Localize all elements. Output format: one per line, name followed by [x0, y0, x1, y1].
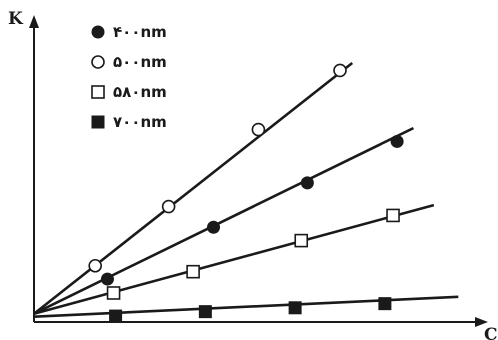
series-1-point-1: [161, 199, 176, 214]
series-0: [33, 126, 415, 315]
series-0-fit-line: [33, 126, 415, 315]
series-1-point-3: [333, 63, 347, 78]
series-0-point-3: [390, 134, 404, 148]
y-axis-arrow: [29, 15, 39, 28]
legend-item-3: ۷۰۰nm: [91, 113, 167, 131]
legend-label-0: ۴۰۰nm: [113, 23, 167, 41]
series-2-point-1: [186, 264, 200, 279]
series-1: [33, 61, 354, 315]
axes: K C: [8, 9, 498, 340]
legend-marker-2: [91, 85, 105, 99]
series-3: [33, 295, 459, 323]
series-2-point-3: [386, 208, 400, 223]
y-axis-title: K: [8, 9, 24, 29]
legend-marker-3: [91, 115, 105, 129]
series-3-fit-line: [33, 295, 459, 318]
legend-label-3: ۷۰۰nm: [113, 113, 167, 131]
series-0-point-1: [207, 220, 221, 234]
x-axis-title: C: [484, 325, 498, 340]
plot-area: [33, 61, 459, 323]
legend-marker-1: [91, 55, 105, 69]
series-1-point-2: [251, 122, 266, 137]
legend-label-1: ۵۰۰nm: [113, 53, 167, 71]
legend-label-2: ۵۸۰nm: [113, 83, 167, 101]
legend-item-0: ۴۰۰nm: [91, 23, 167, 41]
series-0-point-0: [100, 272, 114, 286]
series-2-fit-line: [33, 203, 435, 315]
series-1-point-0: [88, 258, 102, 273]
legend-item-2: ۵۸۰nm: [91, 83, 167, 101]
series-3-point-0: [109, 309, 123, 323]
series-2: [33, 203, 435, 315]
series-1-fit-line: [33, 61, 354, 315]
series-2-point-2: [294, 233, 309, 248]
legend-item-1: ۵۰۰nm: [91, 53, 167, 71]
legend: ۴۰۰nm ۵۰۰nm ۵۸۰nm ۷۰۰nm: [91, 23, 167, 131]
series-2-point-0: [106, 286, 121, 300]
series-3-point-2: [288, 301, 302, 315]
series-0-point-2: [300, 176, 314, 190]
series-3-point-3: [378, 297, 392, 311]
x-axis-arrow: [475, 317, 488, 327]
series-3-point-1: [198, 305, 212, 319]
legend-marker-0: [91, 25, 105, 39]
